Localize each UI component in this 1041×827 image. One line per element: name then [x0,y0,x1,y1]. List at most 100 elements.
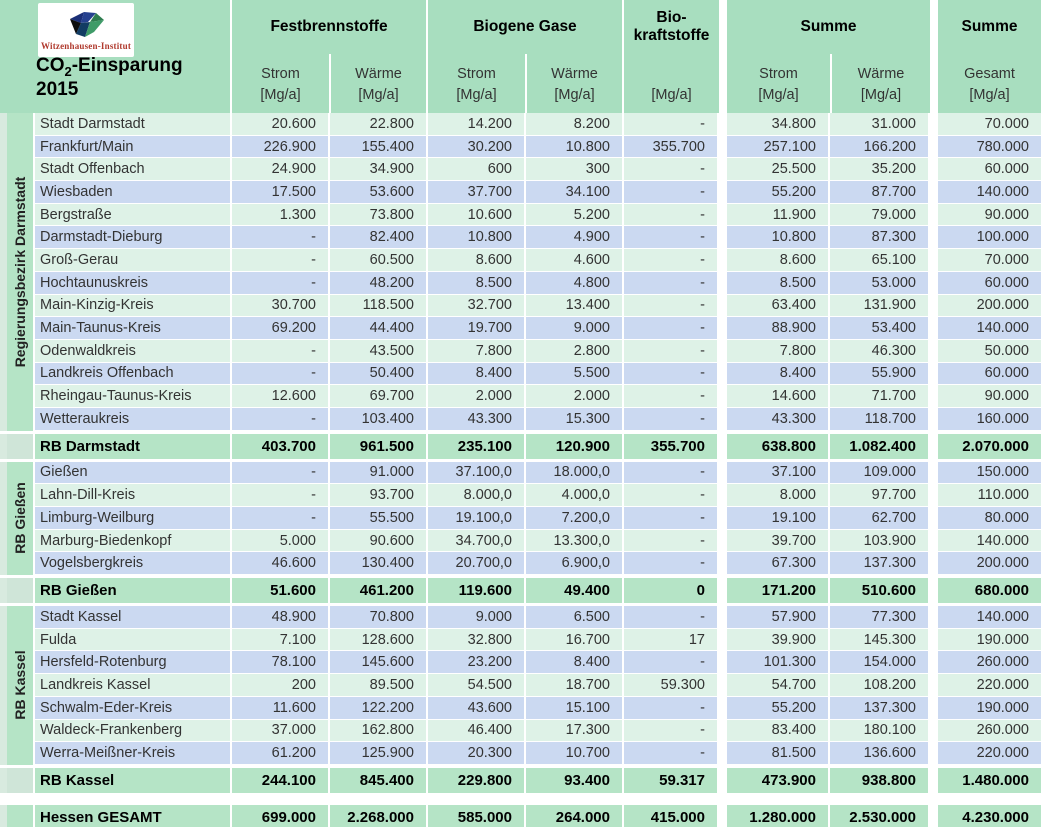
value-cell: 473.900 [727,767,830,793]
value-cell: 699.000 [232,804,330,827]
value-cell: 30.700 [232,294,330,317]
value-cell: 18.700 [526,674,624,696]
value-cell: 46.400 [428,719,526,742]
value-cell: 46.300 [830,339,930,362]
value-cell: 19.100 [727,507,830,529]
value-cell: 118.500 [330,294,428,317]
section-total-row: RB Darmstadt 403.700 961.500 235.100 120.900… [0,433,1041,459]
column-gap [930,552,938,575]
value-cell: 780.000 [938,135,1041,158]
value-cell: 9.000 [428,606,526,628]
value-cell: 180.100 [830,719,930,742]
value-cell: 4.800 [526,271,624,294]
column-gap [719,339,727,362]
value-cell: 57.900 [727,606,830,628]
value-cell: 128.600 [330,628,428,651]
table-row: Stadt Darmstadt 20.600 22.800 14.200 8.200-3… [35,113,1041,136]
column-gap [930,113,938,135]
value-cell: 19.100,0 [428,507,526,529]
value-cell: 131.900 [830,294,930,317]
region-name-cell: Main-Kinzig-Kreis [35,294,232,317]
column-gap [719,552,727,575]
value-cell: - [624,606,719,628]
value-cell: 961.500 [330,433,428,459]
value-cell: 8.000 [727,484,830,506]
table-row: Groß-Gerau -60.500 8.600 4.600-8.600 65.100 7… [35,249,1041,272]
column-header-summe-strom: Strom [Mg/a] [758,65,799,103]
value-cell: 19.700 [428,317,526,339]
value-cell: 62.700 [830,507,930,529]
column-gap [719,226,727,249]
region-name-cell: Lahn-Dill-Kreis [35,484,232,506]
table-row: Fulda 7.100 128.600 32.800 16.700 17 39.900 145… [35,628,1041,652]
value-cell: 160.000 [938,407,1041,430]
value-cell: 89.500 [330,674,428,696]
value-cell: - [232,339,330,362]
section-sidebar: Regierungsbezirk Darmstadt [0,113,35,431]
region-name-cell: Landkreis Kassel [35,674,232,696]
row-gap [0,792,1041,796]
table-body: Regierungsbezirk Darmstadt Stadt Darmstad… [0,113,1041,827]
group-label: Biogene Gase [473,18,577,36]
table-row: Hochtaunuskreis -48.200 8.500 4.800-8.500 53… [35,271,1041,295]
value-cell: 53.000 [830,271,930,294]
value-cell: 49.400 [526,578,624,604]
value-cell: - [624,181,719,203]
column-gap [719,628,727,651]
table-row: Waldeck-Frankenberg 37.000 162.800 46.400 17… [35,719,1041,743]
value-cell: 43.500 [330,339,428,362]
column-gap [930,226,938,249]
region-name-cell: RB Darmstadt [35,433,232,459]
column-gap [719,742,727,764]
value-cell: - [624,651,719,674]
column-gap [719,529,727,552]
value-cell: 264.000 [526,804,624,827]
column-gap [930,461,938,484]
value-cell: 122.200 [330,696,428,719]
value-cell: 50.000 [938,339,1041,362]
value-cell: 235.100 [428,433,526,459]
value-cell: 15.300 [526,407,624,430]
table-row: Gießen -91.000 37.100,0 18.000,0-37.100 109.… [35,461,1041,485]
value-cell: 145.300 [830,628,930,651]
value-cell: 140.000 [938,606,1041,628]
value-cell: 97.700 [830,484,930,506]
value-cell: 108.200 [830,674,930,696]
value-cell: - [624,507,719,529]
region-name-cell: Werra-Meißner-Kreis [35,742,232,764]
value-cell: 35.200 [830,158,930,181]
value-cell: 166.200 [830,135,930,158]
value-cell: 55.900 [830,362,930,385]
column-group-summe: Summe Strom [Mg/a] Wärme [Mg/a] [727,0,930,113]
value-cell: 136.600 [830,742,930,764]
value-cell: 24.900 [232,158,330,181]
value-cell: - [624,317,719,339]
value-cell: 93.700 [330,484,428,506]
region-name-cell: Main-Taunus-Kreis [35,317,232,339]
column-gap [930,294,938,317]
value-cell: 130.400 [330,552,428,575]
group-label: Summe [800,18,857,36]
column-gap [930,433,938,459]
total-row-side-cell [0,578,35,604]
value-cell: 119.600 [428,578,526,604]
value-cell: 155.400 [330,135,428,158]
column-gap [930,135,938,158]
column-gap [930,249,938,271]
column-gap [719,203,727,226]
value-cell: 145.600 [330,651,428,674]
value-cell: 32.700 [428,294,526,317]
total-row-side-cell [0,804,35,827]
column-gap [930,0,938,113]
value-cell: 39.700 [727,529,830,552]
table-row: Werra-Meißner-Kreis 61.200 125.900 20.300 10… [35,742,1041,765]
table-row: Schwalm-Eder-Kreis 11.600 122.200 43.600 15.… [35,696,1041,720]
value-cell: 154.000 [830,651,930,674]
column-group-biogene-gase: Biogene Gase Strom [Mg/a] Wärme [Mg/a] [428,0,624,113]
value-cell: 34.700,0 [428,529,526,552]
value-cell: 8.400 [727,362,830,385]
value-cell: 6.500 [526,606,624,628]
value-cell: 60.500 [330,249,428,271]
value-cell: - [232,362,330,385]
region-name-cell: Waldeck-Frankenberg [35,719,232,742]
